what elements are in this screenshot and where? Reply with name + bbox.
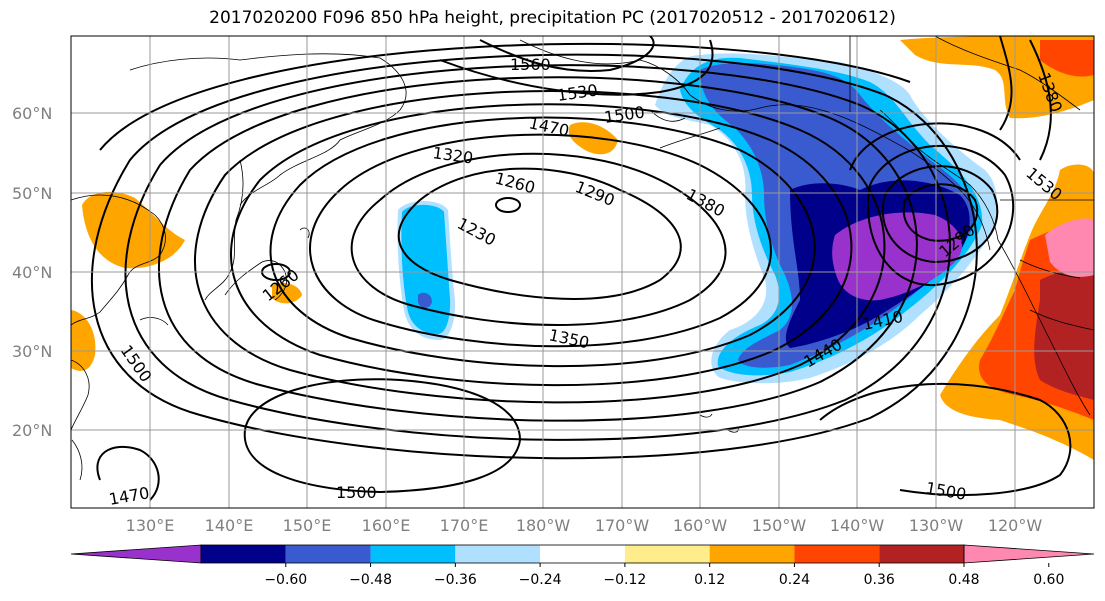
graticule: [71, 36, 1094, 508]
colorbar-tick-label: −0.12: [603, 572, 646, 588]
colorbar-segment: [455, 545, 541, 563]
longitude-labels: 130°E 140°E 150°E 160°E 170°E 180°W 170°…: [126, 516, 1043, 535]
map-title: 2017020200 F096 850 hPa height, precipit…: [209, 8, 896, 28]
lon-label: 140°W: [830, 516, 885, 535]
colorbar-tick-label: 0.24: [779, 572, 810, 588]
shade-purple-main: [832, 212, 963, 301]
colorbar-segment: [879, 545, 964, 563]
colorbar-segment: [540, 545, 625, 563]
colorbar-segment: [794, 545, 880, 563]
colorbar-segment: [285, 545, 371, 563]
contour-label: 1560: [510, 55, 551, 74]
lon-label: 150°E: [283, 516, 332, 535]
colorbar-frame: [200, 544, 965, 564]
lon-label: 180°W: [516, 516, 571, 535]
latitude-labels: 60°N 50°N 40°N 30°N 20°N: [12, 104, 52, 440]
colorbar-tick-label: −0.48: [349, 572, 392, 588]
lon-label: 170°W: [595, 516, 650, 535]
colorbar-segment: [201, 545, 286, 563]
shade-orange-south-japan: [71, 310, 96, 371]
colorbar-tick-label: 0.12: [694, 572, 725, 588]
lon-label: 140°E: [205, 516, 254, 535]
colorbar-tick-label: 0.36: [864, 572, 895, 588]
colorbar: −0.60 −0.48 −0.36 −0.24 −0.12 0.12 0.24 0.36 0.4…: [70, 544, 1095, 588]
colorbar-tick-label: 0.48: [948, 572, 979, 588]
colorbar-extend-high: [963, 544, 1095, 564]
lon-label: 130°E: [126, 516, 175, 535]
lat-label: 50°N: [12, 184, 52, 203]
colorbar-tick-label: 0.60: [1033, 572, 1064, 588]
lon-label: 170°E: [440, 516, 489, 535]
shade-red-canada: [1040, 40, 1094, 77]
shade-orange-japan-south: [272, 283, 302, 304]
colorbar-segment: [624, 545, 710, 563]
lat-label: 60°N: [12, 104, 52, 123]
lon-label: 160°W: [673, 516, 728, 535]
shade-darkred-west-us: [1034, 268, 1094, 400]
lon-label: 150°W: [752, 516, 807, 535]
colorbar-tick-label: −0.24: [519, 572, 562, 588]
lon-label: 130°W: [909, 516, 964, 535]
colorbar-segment: [370, 545, 456, 563]
lat-label: 20°N: [12, 421, 52, 440]
colorbar-extend-low: [70, 544, 202, 564]
colorbar-segment: [709, 545, 795, 563]
colorbar-tick-label: −0.36: [434, 572, 477, 588]
height-contours: [91, 36, 1072, 501]
shade-pink-california: [1045, 218, 1094, 277]
lon-label: 120°W: [988, 516, 1043, 535]
colorbar-tick-label: −0.60: [264, 572, 307, 588]
map-frame: [70, 35, 1095, 509]
shade-blue-dateline: [418, 292, 432, 308]
lon-label: 160°E: [362, 516, 411, 535]
lat-label: 30°N: [12, 342, 52, 361]
contour-label: 1500: [336, 483, 377, 502]
lat-label: 40°N: [12, 263, 52, 282]
